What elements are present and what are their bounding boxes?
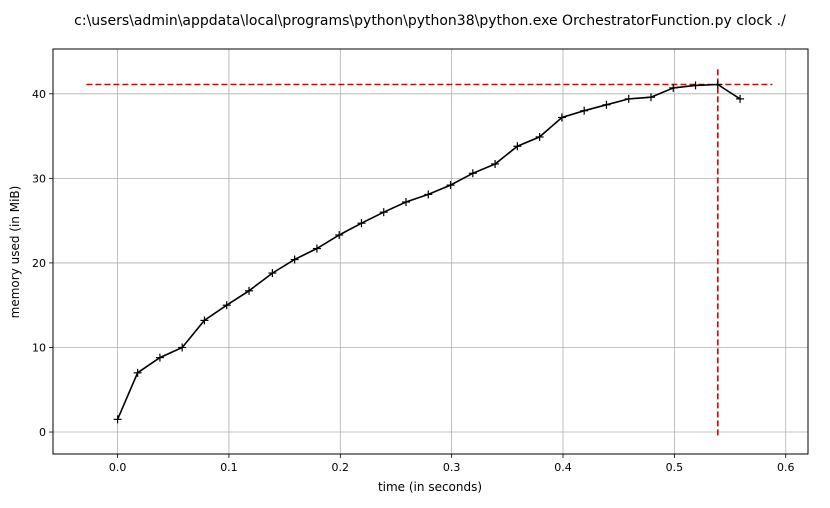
- y-tick-label: 10: [32, 341, 46, 354]
- data-point: [244, 286, 253, 295]
- data-point: [736, 94, 745, 103]
- data-point: [713, 80, 722, 89]
- data-point: [602, 100, 611, 109]
- data-point: [646, 93, 655, 102]
- data-point: [468, 169, 477, 178]
- x-tick-label: 0.3: [443, 461, 461, 474]
- y-tick-label: 20: [32, 257, 46, 270]
- y-axis-label: memory used (in MiB): [8, 186, 22, 319]
- reference-lines: [86, 68, 773, 436]
- data-point: [513, 142, 522, 151]
- data-point: [200, 316, 209, 325]
- x-tick-label: 0.1: [220, 461, 238, 474]
- x-tick-label: 0.5: [666, 461, 684, 474]
- data-point: [312, 244, 321, 253]
- data-point: [222, 301, 231, 310]
- x-axis-label: time (in seconds): [378, 480, 482, 494]
- data-point: [446, 181, 455, 190]
- data-point: [491, 159, 500, 168]
- x-tick-label: 0.6: [777, 461, 795, 474]
- x-axis: 0.0 0.1 0.2 0.3 0.4 0.5 0.6: [109, 454, 795, 474]
- data-point: [133, 368, 142, 377]
- data-point: [557, 113, 566, 122]
- data-point: [379, 208, 388, 217]
- data-point: [669, 83, 678, 92]
- x-tick-label: 0.4: [554, 461, 572, 474]
- x-tick-label: 0.0: [109, 461, 127, 474]
- data-point: [402, 198, 411, 207]
- data-point: [335, 231, 344, 240]
- data-point: [178, 343, 187, 352]
- series-layer: [113, 80, 745, 424]
- data-point: [268, 269, 277, 278]
- y-tick-label: 0: [39, 426, 46, 439]
- y-axis: 0 10 20 30 40: [32, 88, 53, 439]
- data-point: [290, 255, 299, 264]
- data-point: [424, 190, 433, 199]
- x-tick-label: 0.2: [332, 461, 350, 474]
- data-point: [691, 81, 700, 90]
- memory-series-line: [116, 83, 741, 420]
- chart-title: c:\users\admin\appdata\local\programs\py…: [74, 13, 786, 29]
- data-point: [357, 219, 366, 228]
- data-point: [113, 415, 122, 424]
- data-point: [155, 353, 164, 362]
- data-point: [535, 132, 544, 141]
- data-point: [624, 94, 633, 103]
- grid: [53, 49, 808, 454]
- plot-frame: [52, 48, 809, 455]
- data-point: [580, 106, 589, 115]
- y-tick-label: 40: [32, 88, 46, 101]
- y-tick-label: 30: [32, 172, 46, 185]
